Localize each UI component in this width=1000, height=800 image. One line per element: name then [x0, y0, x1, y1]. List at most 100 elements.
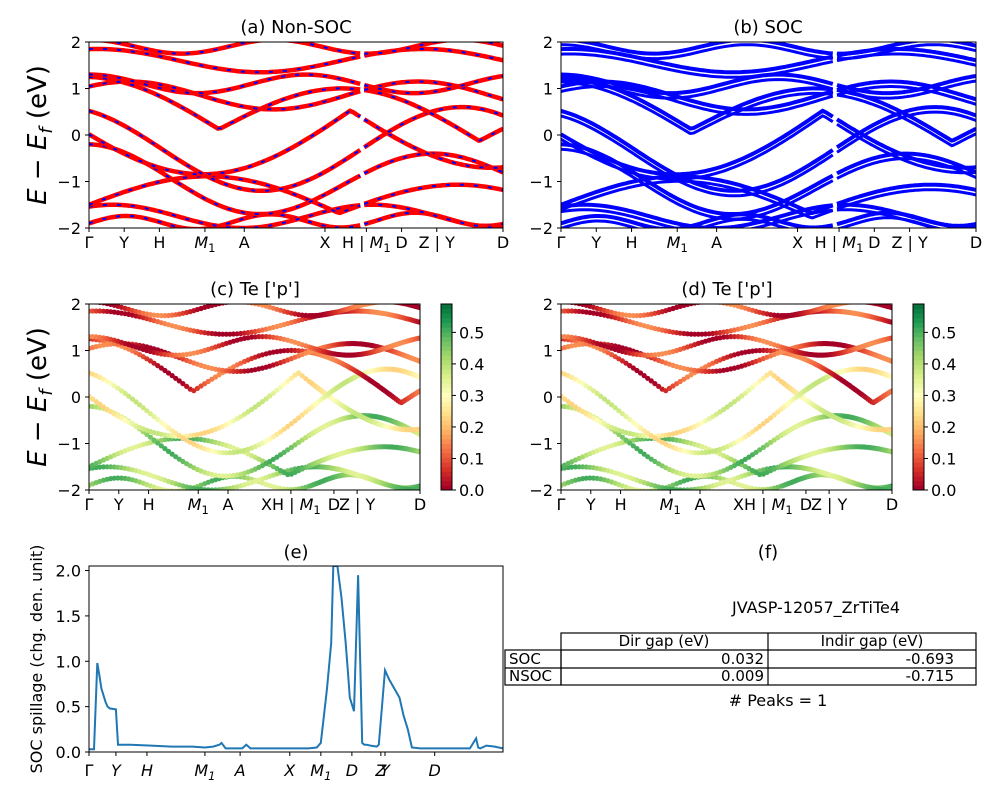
panel-b-band-4-0-split: [561, 114, 834, 181]
colorbar-d-segment: [913, 364, 924, 370]
colorbar-d-segment: [913, 345, 924, 351]
panel-c-point: [147, 434, 153, 440]
panel-d-xtick-label: XH | M1: [733, 495, 793, 517]
colorbar-c-tick-label: 0.5: [459, 323, 484, 342]
colorbar-d-segment: [913, 480, 924, 486]
panel-c-point: [173, 352, 179, 358]
colorbar-d-segment: [913, 429, 924, 435]
colorbar-c-segment: [441, 341, 452, 347]
panel-d-point: [692, 331, 698, 337]
panel-c-point: [259, 399, 265, 405]
colorbar-c-segment: [441, 420, 452, 426]
colorbar-c-segment: [441, 424, 452, 431]
panel-d-point: [746, 431, 752, 437]
panel-d-point: [656, 383, 662, 389]
panel-d-point: [565, 308, 571, 314]
panel-a-band-4-1-dash: [363, 118, 503, 169]
panel-b-band-5-1: [835, 105, 976, 149]
panel-d-point: [771, 412, 777, 418]
panel-c-point: [147, 411, 153, 417]
panel-d-point: [641, 488, 647, 490]
table-row-label-nsoc: NSOC: [509, 667, 552, 685]
panel-d-point: [623, 360, 629, 366]
panel-c-point: [137, 402, 143, 408]
panel-c-point: [165, 488, 172, 490]
colorbar-d-segment: [913, 466, 924, 472]
panel-d-point: [587, 385, 593, 391]
panel-d-point: [889, 431, 892, 438]
colorbar-c-frame: [440, 303, 453, 491]
panel-b-ytick-label: 2: [543, 33, 553, 52]
panel-c-ytick-label: 1: [71, 342, 81, 361]
panel-d-point: [616, 431, 622, 437]
panel-a-ytick-label: −2: [57, 219, 81, 238]
panel-d-ytick-label: 0: [543, 388, 553, 407]
panel-d-point: [630, 313, 636, 319]
table-cell-nsoc-dir: 0.009: [721, 667, 764, 685]
panel-d-plot-area: [561, 304, 892, 490]
panel-b-band-2-1-split: [836, 188, 976, 211]
panel-b-band-9-0-split: [561, 52, 834, 79]
panel-c-point: [155, 416, 161, 423]
colorbar-d-segment: [913, 387, 924, 393]
panel-c-point: [115, 385, 121, 391]
panel-c-point: [176, 378, 182, 384]
colorbar-d-segment: [913, 304, 924, 310]
panel-c-point: [277, 429, 284, 435]
panel-a-band-6-1-dash: [364, 89, 503, 142]
panel-c-point: [274, 431, 280, 437]
panel-a-plot-area: [89, 42, 503, 228]
panel-b-band-8-0: [561, 72, 834, 96]
colorbar-d-segment: [913, 438, 924, 444]
table-cell-nsoc-indir: -0.715: [906, 667, 954, 685]
panel-d-point: [569, 464, 575, 470]
panel-a-ytick-label: −1: [57, 173, 81, 192]
panel-c-point: [417, 487, 420, 490]
panel-c-point: [281, 426, 287, 432]
panel-c-point: [158, 313, 164, 319]
colorbar-c-segment: [441, 355, 452, 361]
panel-c-point: [230, 331, 237, 337]
colorbar-c-segment: [441, 392, 452, 398]
colorbar-c-segment: [441, 466, 452, 472]
colorbar-c-segment: [441, 415, 452, 421]
panel-b-xtick-label: D: [868, 233, 880, 252]
panel-c-point: [417, 305, 420, 311]
panel-c-point: [205, 378, 211, 385]
panel-e-ytick-label: 0.0: [56, 743, 81, 762]
panel-d-point: [753, 426, 759, 432]
panel-c-point: [296, 370, 302, 376]
panel-e-ytick-label: 2.0: [56, 562, 81, 581]
panel-d-ytick-label: 2: [543, 295, 553, 314]
panel-a-xtick-label: X: [319, 233, 330, 252]
panel-d-point: [757, 378, 763, 384]
panel-d-point: [889, 335, 892, 341]
colorbar-d-segment: [913, 406, 924, 412]
panel-d-xtick-label: Z | Y: [811, 495, 848, 514]
panel-c-xtick-label: Y: [113, 495, 124, 514]
panel-a-band-9-0: [89, 46, 361, 75]
panel-d-ytick-label: 1: [543, 342, 553, 361]
panel-b-band-8-1: [836, 74, 976, 96]
panel-d-point: [630, 419, 636, 425]
panel-d-point: [641, 373, 647, 379]
panel-c-xtick-label: D: [328, 495, 340, 514]
panel-b-band-8-1-split: [836, 79, 976, 100]
panel-c-point: [220, 331, 226, 337]
colorbar-d-segment: [913, 327, 924, 333]
colorbar-d-segment: [913, 457, 924, 463]
panel-d-xtick-label: D: [800, 495, 812, 514]
panel-c-ytick-label: −1: [57, 435, 81, 454]
panel-e-xtick-label: H: [141, 761, 153, 780]
panel-d-point: [889, 426, 892, 432]
panel-a-band-7-1-dash: [364, 80, 503, 101]
panel-a-ytick-label: 0: [71, 126, 81, 145]
panel-b-band-0-0-split: [561, 217, 792, 228]
panel-d-point: [731, 399, 738, 405]
panel-a-ytick-label: 1: [71, 80, 81, 99]
panel-b-band-3-1: [836, 151, 976, 176]
panel-a-band-2-1: [363, 182, 503, 207]
panel-a-band-1-1-dash: [364, 203, 503, 228]
panel-b-ytick-label: 0: [543, 126, 553, 145]
